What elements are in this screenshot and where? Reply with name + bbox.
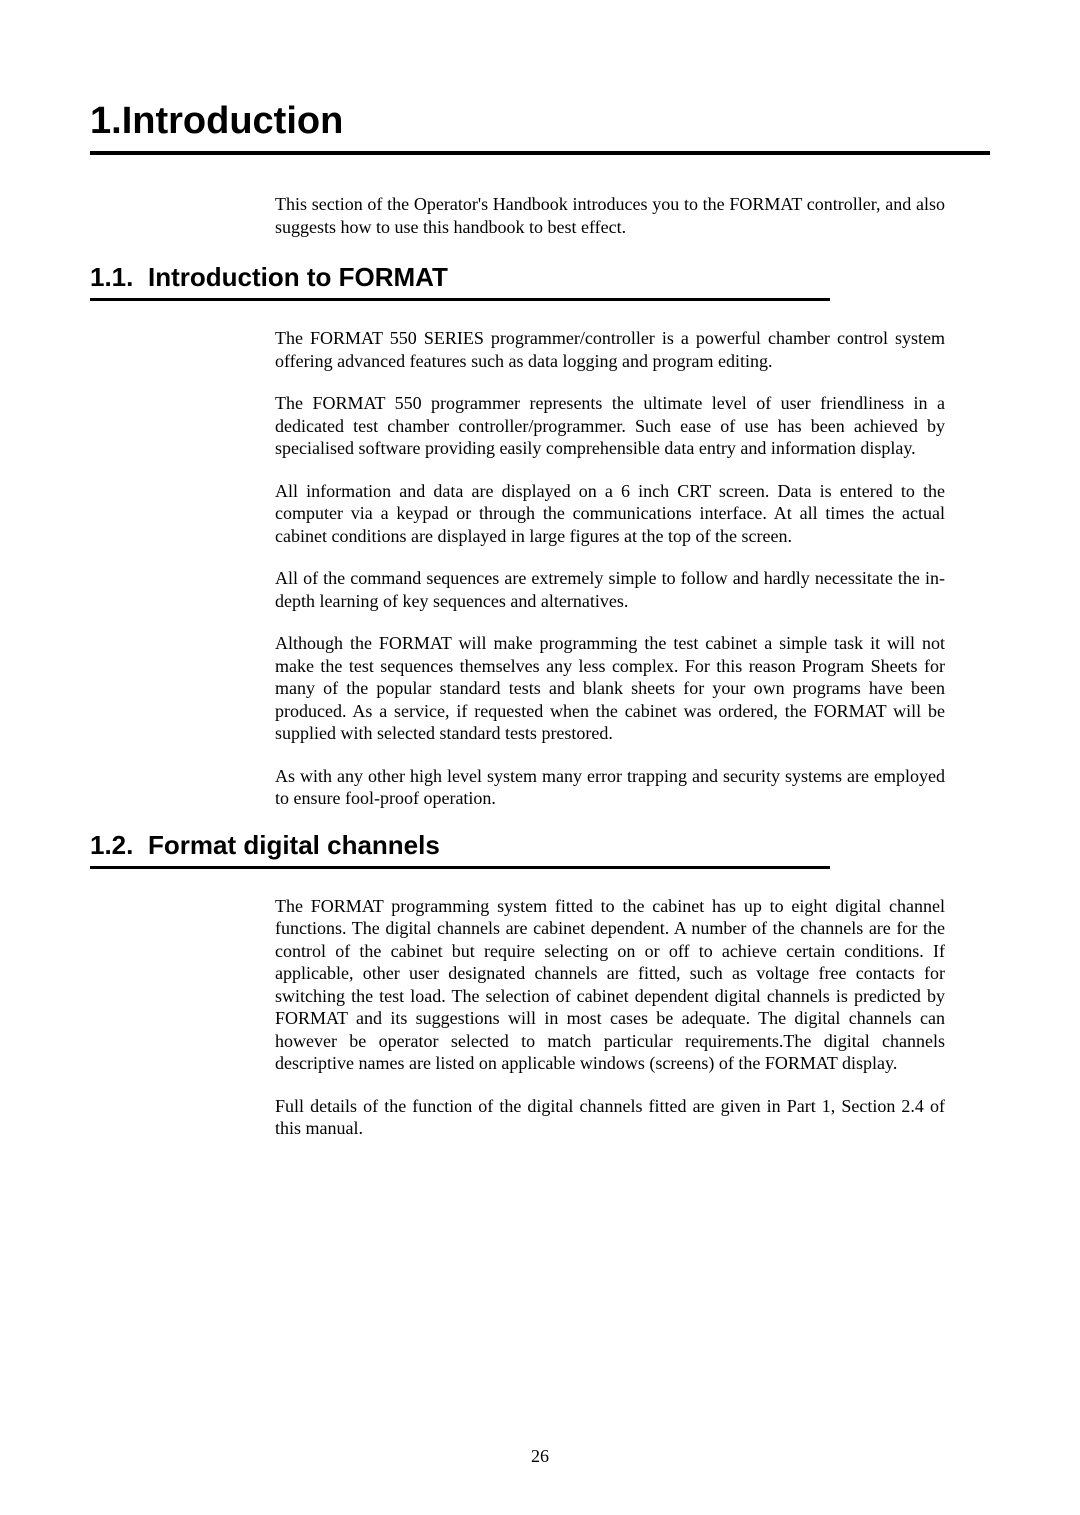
body-paragraph: The FORMAT programming system fitted to … xyxy=(275,895,945,1075)
body-paragraph: Although the FORMAT will make programmin… xyxy=(275,632,945,745)
section-heading-1-1: 1.1.Introduction to FORMAT xyxy=(90,262,830,301)
intro-paragraph: This section of the Operator's Handbook … xyxy=(275,193,945,238)
section-title: Introduction to FORMAT xyxy=(148,262,448,292)
section-heading-1-2: 1.2.Format digital channels xyxy=(90,830,830,869)
section-number: 1.1. xyxy=(90,262,148,293)
section-number: 1.2. xyxy=(90,830,148,861)
body-paragraph: Full details of the function of the digi… xyxy=(275,1095,945,1140)
page-number: 26 xyxy=(0,1446,1080,1467)
body-paragraph: The FORMAT 550 programmer represents the… xyxy=(275,392,945,460)
body-paragraph: The FORMAT 550 SERIES programmer/control… xyxy=(275,327,945,372)
body-paragraph: All of the command sequences are extreme… xyxy=(275,567,945,612)
chapter-title: 1.Introduction xyxy=(90,100,990,155)
body-paragraph: As with any other high level system many… xyxy=(275,765,945,810)
body-paragraph: All information and data are displayed o… xyxy=(275,480,945,548)
section-title: Format digital channels xyxy=(148,830,440,860)
